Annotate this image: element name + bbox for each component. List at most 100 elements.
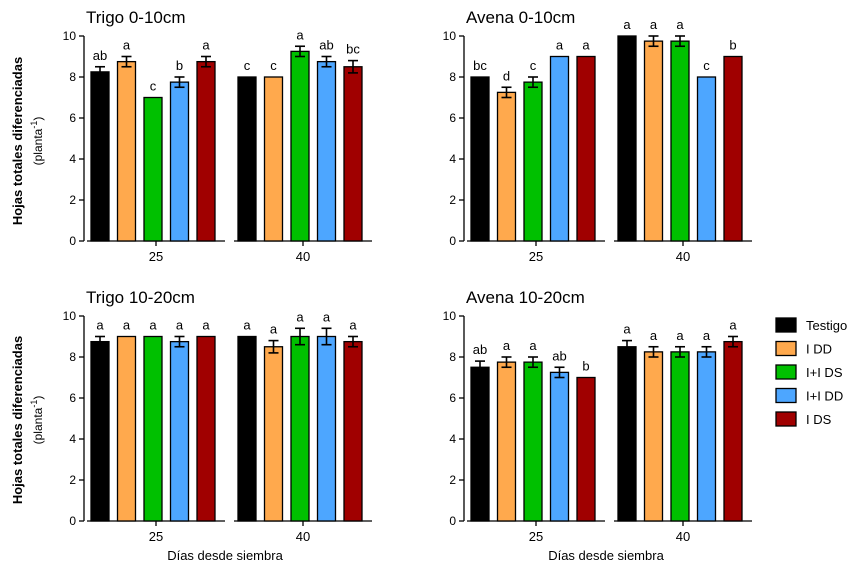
significance-label: a: [349, 318, 357, 333]
y-tick-label: 0: [449, 234, 456, 248]
bar: [237, 76, 257, 242]
y-tick-label: 6: [449, 391, 456, 405]
y-tick-label: 4: [449, 152, 456, 166]
significance-label: bc: [346, 42, 360, 57]
y-axis-label-top: Hojas totales diferenciadas: [10, 57, 25, 225]
y-tick-label: 4: [69, 152, 76, 166]
chart-title: Trigo 0-10cm: [86, 8, 186, 27]
x-tick-label: 25: [529, 249, 543, 264]
bar: [617, 35, 637, 242]
legend-swatch: [775, 317, 797, 333]
chart-title: Avena 10-20cm: [466, 288, 585, 307]
bar: [90, 71, 110, 242]
significance-label: ab: [319, 38, 333, 53]
bar: [670, 351, 690, 522]
bar: [343, 66, 363, 242]
y-tick-label: 2: [449, 473, 456, 487]
significance-label: a: [703, 328, 711, 343]
significance-label: a: [323, 309, 331, 324]
bar: [496, 91, 517, 242]
panel-trigo-10-20: Trigo 10-20cm 0 2 4 6 8 10 25 40 a a a a a a a a a a: [63, 288, 372, 544]
bar: [90, 340, 110, 522]
bar: [549, 55, 570, 242]
significance-label: a: [729, 318, 737, 333]
bar: [116, 60, 137, 242]
legend-label: I+I DS: [806, 365, 843, 380]
significance-label: a: [296, 27, 304, 42]
bar: [143, 96, 163, 242]
chart-title: Avena 0-10cm: [466, 8, 575, 27]
significance-label: c: [270, 58, 277, 73]
y-tick-label: 8: [449, 350, 456, 364]
y-tick-label: 4: [449, 432, 456, 446]
bar: [576, 55, 596, 242]
x-tick-label: 25: [149, 249, 163, 264]
bar: [696, 351, 717, 522]
bar: [643, 40, 664, 242]
y-axis-label-line1: Hojas totales diferenciadas: [10, 336, 25, 504]
bar: [169, 81, 190, 242]
significance-label: a: [243, 318, 251, 333]
legend: Testigo I DD I+I DS I+I DD I DS: [775, 317, 847, 427]
significance-label: a: [96, 318, 104, 333]
bar: [143, 335, 163, 522]
legend-swatch: [775, 364, 797, 380]
significance-label: a: [123, 38, 131, 53]
bar: [496, 361, 517, 522]
significance-label: a: [123, 318, 131, 333]
y-tick-label: 0: [69, 234, 76, 248]
significance-label: a: [623, 322, 631, 337]
significance-label: a: [149, 318, 157, 333]
significance-label: a: [202, 38, 210, 53]
bar: [116, 335, 137, 522]
y-tick-label: 10: [443, 29, 457, 43]
y-tick-label: 10: [443, 309, 457, 323]
bar: [343, 340, 363, 522]
bar: [723, 55, 743, 242]
x-tick-label: 25: [149, 529, 163, 544]
x-tick-label: 40: [676, 249, 690, 264]
bar: [523, 361, 543, 522]
legend-label: I DD: [806, 342, 832, 357]
significance-label: ab: [93, 48, 107, 63]
significance-label: b: [176, 58, 183, 73]
bar: [169, 340, 190, 522]
x-tick-label: 25: [529, 529, 543, 544]
x-tick-label: 40: [676, 529, 690, 544]
significance-label: a: [556, 38, 564, 53]
significance-label: c: [530, 58, 537, 73]
significance-label: ab: [473, 342, 487, 357]
bar: [316, 60, 337, 242]
bar: [696, 76, 717, 242]
bar: [316, 335, 337, 522]
legend-swatch: [775, 387, 797, 404]
x-axis-label-right: Días desde siembra: [548, 548, 664, 563]
significance-label: bc: [473, 58, 487, 73]
significance-label: a: [582, 38, 590, 53]
significance-label: a: [529, 338, 537, 353]
significance-label: a: [623, 17, 631, 32]
y-axis-unit: (planta-1): [29, 117, 45, 166]
bar: [723, 340, 743, 522]
bar: [196, 335, 216, 522]
bar: [549, 371, 570, 522]
y-tick-label: 8: [449, 70, 456, 84]
significance-label: b: [582, 359, 589, 374]
legend-label: I DS: [806, 412, 832, 427]
significance-label: c: [703, 58, 710, 73]
y-tick-label: 0: [69, 514, 76, 528]
y-tick-label: 6: [69, 111, 76, 125]
y-tick-label: 6: [69, 391, 76, 405]
y-tick-label: 2: [69, 193, 76, 207]
bar: [263, 346, 284, 522]
y-tick-label: 8: [69, 70, 76, 84]
significance-label: a: [676, 17, 684, 32]
bar: [196, 60, 216, 242]
significance-label: c: [244, 58, 251, 73]
significance-label: a: [676, 328, 684, 343]
significance-label: ab: [552, 348, 566, 363]
legend-label: I+I DD: [806, 389, 843, 404]
y-axis-label-bottom: Hojas totales diferenciadas: [10, 336, 25, 504]
